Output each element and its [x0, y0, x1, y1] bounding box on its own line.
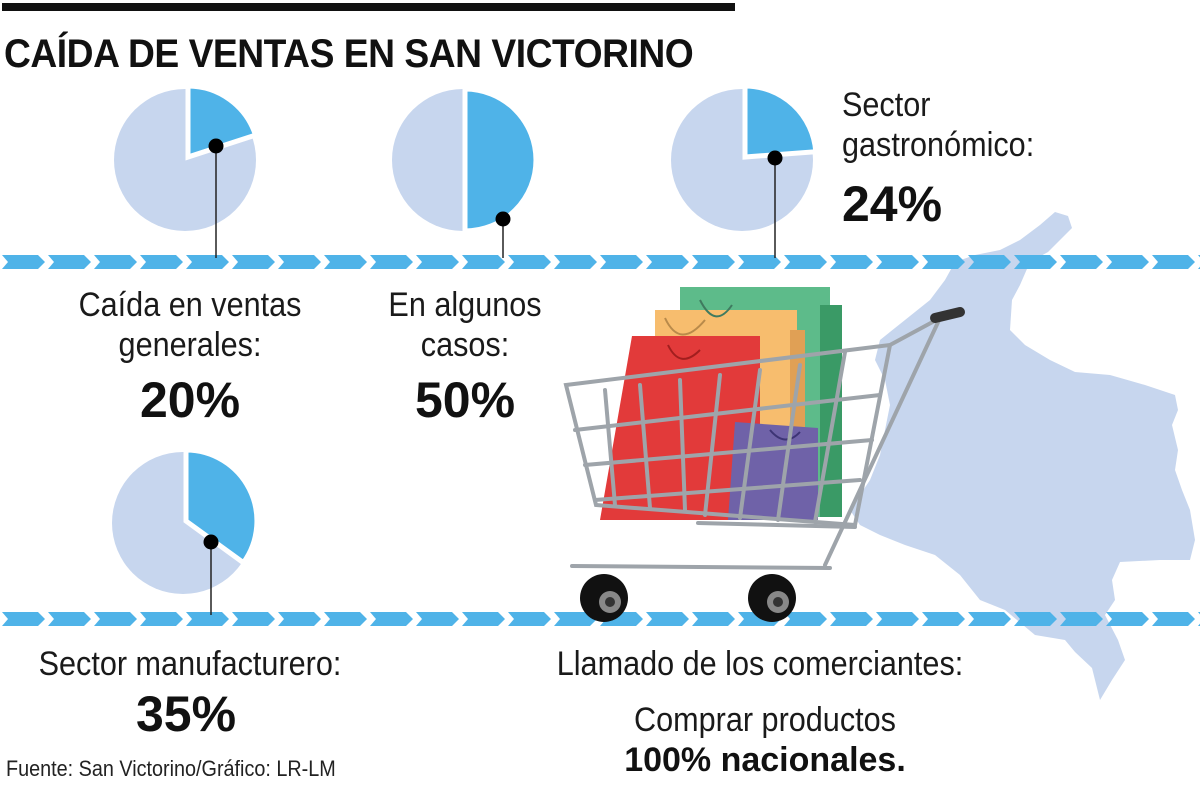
stat-value-manufacturero: 35%: [135, 686, 237, 742]
pie-chart-ventas-generales: [114, 83, 259, 258]
stat-value-gastronomico: 24%: [842, 176, 943, 232]
colombia-map-icon: [850, 212, 1195, 700]
stat-label-gastronomico: Sector gastronómico:: [842, 85, 1034, 165]
stat-label-manufacturero: Sector manufacturero:: [38, 645, 342, 683]
source-credit: Fuente: San Victorino/Gráfico: LR-LM: [6, 756, 336, 781]
pie-chart-algunos-casos: [392, 86, 539, 258]
shopping-cart-icon: [563, 287, 965, 622]
top-rule: [2, 3, 735, 11]
callout-line2: 100% nacionales.: [624, 741, 906, 779]
stat-label-ventas-generales: Caída en ventas generales:: [55, 285, 325, 365]
pie-chart-gastronomico: [671, 83, 819, 258]
stat-label-algunos-casos: En algunos casos:: [353, 285, 578, 365]
cart-wheel-left: [580, 574, 628, 622]
chevron-divider-bottom: [2, 612, 1200, 626]
chevron-divider-top: [2, 255, 1200, 269]
stat-label-line2: generales:: [118, 326, 262, 364]
stat-value-ventas-generales: 20%: [139, 372, 241, 428]
stat-label-line2: gastronómico:: [842, 126, 1035, 164]
callout-heading: Llamado de los comerciantes:: [556, 645, 964, 683]
callout-line1: Comprar productos: [634, 701, 896, 739]
pie-chart-manufacturero: [112, 447, 260, 615]
stat-label-line1: Caída en ventas: [78, 286, 302, 324]
stat-label-line1: Sector: [842, 86, 931, 124]
page-title: CAÍDA DE VENTAS EN SAN VICTORINO: [4, 32, 694, 76]
cart-wheel-right: [748, 574, 796, 622]
stat-label-line2: casos:: [420, 326, 510, 364]
stat-label-line1: En algunos: [388, 286, 542, 324]
stat-value-algunos-casos: 50%: [414, 372, 516, 428]
